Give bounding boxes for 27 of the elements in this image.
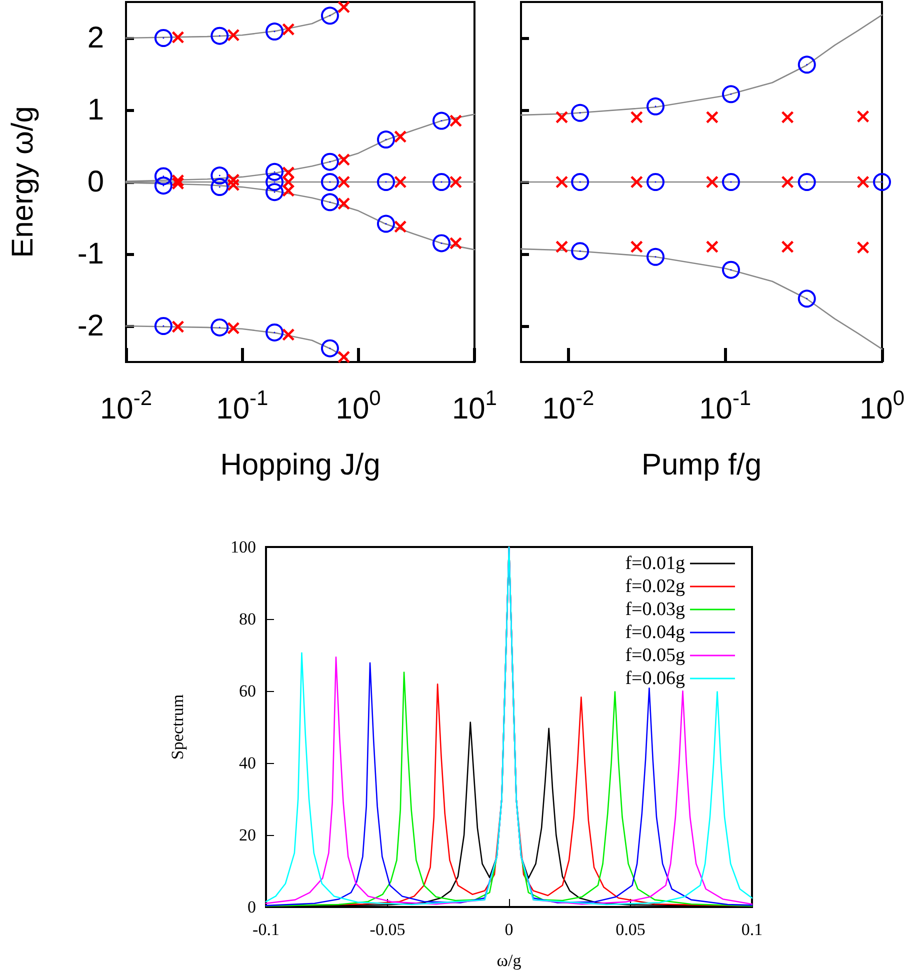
y-tick-label: -1 bbox=[77, 238, 104, 270]
y-axis-title: Energy ω/g bbox=[6, 106, 40, 258]
legend-label: f=0.04g bbox=[625, 622, 686, 643]
x-axis-title: ω/g bbox=[496, 951, 522, 970]
legend-label: f=0.01g bbox=[625, 553, 686, 574]
x-axis-title: Pump f/g bbox=[641, 448, 762, 482]
legend-label: f=0.02g bbox=[625, 576, 686, 597]
y-tick-label: 20 bbox=[239, 826, 256, 844]
x-tick-label: -0.05 bbox=[370, 920, 406, 939]
x-tick-label: 0.05 bbox=[616, 920, 646, 939]
y-tick-label: 1 bbox=[87, 94, 104, 126]
x-axis-title: Hopping J/g bbox=[220, 448, 380, 482]
y-axis-title: Spectrum bbox=[168, 694, 187, 760]
x-tick-label: -0.1 bbox=[252, 920, 280, 939]
x-tick-label: 0.1 bbox=[741, 920, 763, 939]
y-tick-label: 0 bbox=[87, 166, 104, 198]
y-tick-label: 100 bbox=[230, 538, 256, 556]
legend-label: f=0.05g bbox=[625, 645, 686, 666]
legend-label: f=0.03g bbox=[625, 599, 686, 620]
y-tick-label: 60 bbox=[239, 682, 256, 700]
x-tick-label: 0 bbox=[504, 920, 514, 939]
y-tick-label: 0 bbox=[248, 898, 256, 916]
y-tick-label: -2 bbox=[77, 310, 104, 342]
legend-label: f=0.06g bbox=[625, 668, 686, 689]
y-tick-label: 40 bbox=[239, 754, 256, 772]
y-tick-label: 2 bbox=[87, 22, 104, 54]
y-tick-label: 80 bbox=[239, 610, 256, 628]
